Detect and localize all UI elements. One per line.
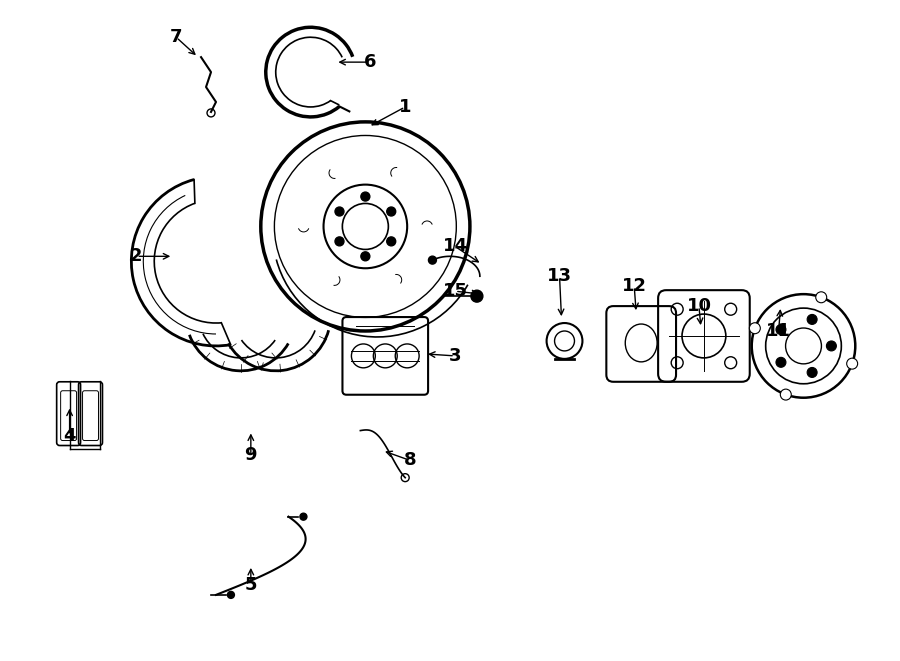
- Circle shape: [671, 357, 683, 369]
- Text: 12: 12: [622, 277, 647, 295]
- Text: 15: 15: [443, 282, 467, 300]
- Circle shape: [387, 207, 396, 216]
- Text: 3: 3: [449, 347, 461, 365]
- Text: 2: 2: [130, 247, 142, 265]
- Circle shape: [387, 237, 396, 246]
- Circle shape: [335, 207, 344, 216]
- Circle shape: [361, 252, 370, 261]
- Circle shape: [671, 303, 683, 315]
- Text: 6: 6: [364, 53, 376, 71]
- Circle shape: [807, 315, 817, 325]
- Text: 11: 11: [766, 322, 791, 340]
- Text: 7: 7: [170, 28, 183, 46]
- Circle shape: [750, 323, 760, 334]
- Circle shape: [780, 389, 791, 400]
- Circle shape: [228, 592, 234, 598]
- Circle shape: [776, 358, 786, 368]
- Circle shape: [724, 357, 737, 369]
- Circle shape: [471, 290, 483, 302]
- Text: 9: 9: [245, 446, 257, 465]
- Text: 10: 10: [687, 297, 711, 315]
- Circle shape: [428, 256, 436, 264]
- Circle shape: [335, 237, 344, 246]
- Text: 4: 4: [63, 426, 76, 445]
- Circle shape: [724, 303, 737, 315]
- Circle shape: [847, 358, 858, 369]
- Circle shape: [300, 513, 307, 520]
- Text: 8: 8: [404, 451, 417, 469]
- Circle shape: [776, 325, 786, 334]
- Circle shape: [361, 192, 370, 201]
- Circle shape: [807, 368, 817, 377]
- Circle shape: [826, 341, 836, 351]
- Text: 1: 1: [399, 98, 411, 116]
- Text: 14: 14: [443, 237, 467, 255]
- Text: 13: 13: [547, 267, 572, 286]
- Circle shape: [815, 292, 827, 303]
- Text: 5: 5: [245, 576, 257, 594]
